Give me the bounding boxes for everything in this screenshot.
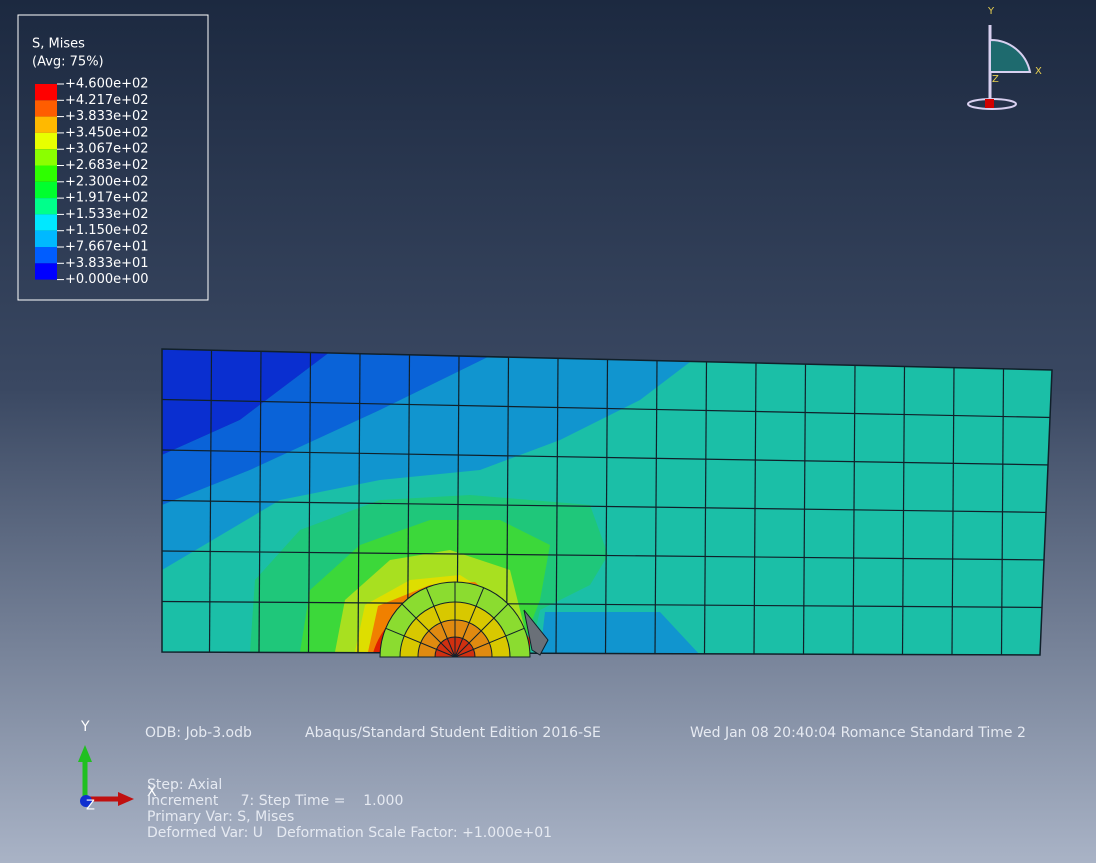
mesh-line bbox=[454, 587, 485, 658]
legend-band bbox=[35, 84, 57, 101]
mesh-line bbox=[454, 603, 509, 658]
info: ODB: Job-3.odb Abaqus/Standard Student E… bbox=[145, 725, 1026, 841]
legend-band bbox=[35, 149, 57, 166]
view-cube-z: Z bbox=[992, 74, 999, 85]
plate-outline bbox=[161, 348, 1053, 656]
triad-y: Y bbox=[80, 719, 90, 735]
mesh-line bbox=[162, 600, 1052, 609]
legend-label: +4.217e+02 bbox=[65, 93, 149, 108]
legend-box bbox=[17, 14, 209, 301]
legend-band bbox=[35, 100, 57, 117]
increment: Increment 7: Step Time = 1.000 bbox=[147, 793, 403, 809]
mesh-line bbox=[401, 603, 456, 658]
legend-band bbox=[35, 230, 57, 247]
contour-plot bbox=[162, 349, 1052, 655]
date: Wed Jan 08 20:40:04 Romance Standard Tim… bbox=[690, 725, 1026, 741]
odb: ODB: Job-3.odb bbox=[145, 725, 252, 741]
legend-title: S, Mises bbox=[32, 37, 85, 52]
primary-var: Primary Var: S, Mises bbox=[147, 809, 294, 825]
triad-x: X bbox=[147, 784, 157, 800]
legend-label: +1.917e+02 bbox=[65, 191, 149, 206]
region bbox=[162, 352, 490, 505]
legend-subtitle: (Avg: 75%) bbox=[32, 55, 104, 70]
legend-band bbox=[35, 198, 57, 215]
region bbox=[162, 349, 330, 455]
triad: Y X Z bbox=[78, 719, 157, 814]
legend-label: +7.667e+01 bbox=[65, 240, 149, 255]
legend-band bbox=[35, 214, 57, 231]
mesh-line bbox=[454, 627, 525, 658]
legend-label: +1.150e+02 bbox=[65, 223, 149, 238]
mesh bbox=[162, 349, 1052, 655]
product: Abaqus/Standard Student Edition 2016-SE bbox=[305, 725, 601, 741]
view-cube-y: Y bbox=[987, 6, 995, 17]
legend-label: +2.683e+02 bbox=[65, 158, 149, 173]
legend-label: +3.833e+02 bbox=[65, 109, 149, 124]
legend-label: +0.000e+00 bbox=[65, 272, 149, 287]
legend-label: +4.600e+02 bbox=[65, 77, 149, 92]
legend-band bbox=[35, 165, 57, 182]
legend-band bbox=[35, 132, 57, 150]
legend-band bbox=[35, 116, 57, 133]
mesh-line bbox=[162, 449, 1052, 466]
mesh-line bbox=[385, 627, 456, 658]
mesh-line bbox=[162, 499, 1052, 514]
legend-band bbox=[35, 263, 57, 280]
view-cube: Y X Z bbox=[967, 6, 1042, 110]
legend-band bbox=[35, 181, 57, 199]
step: Step: Axial bbox=[147, 777, 222, 793]
legend-label: +3.833e+01 bbox=[65, 256, 149, 271]
mesh-line bbox=[425, 587, 456, 658]
legend-label: +3.450e+02 bbox=[65, 125, 149, 140]
region bbox=[540, 612, 700, 655]
legend-label: +1.533e+02 bbox=[65, 207, 149, 222]
legend-label: +3.067e+02 bbox=[65, 142, 149, 157]
triad-z: Z bbox=[86, 799, 95, 814]
mesh-line bbox=[162, 550, 1052, 561]
hole-elements bbox=[379, 581, 549, 658]
view-cube-x: X bbox=[1035, 66, 1042, 77]
legend-label: +2.300e+02 bbox=[65, 174, 149, 189]
mesh-line bbox=[162, 398, 1052, 419]
legend: S, Mises (Avg: 75%) +4.600e+02+4.217e+02… bbox=[17, 14, 209, 301]
deformed-var: Deformed Var: U Deformation Scale Factor… bbox=[147, 825, 552, 841]
legend-band bbox=[35, 247, 57, 264]
